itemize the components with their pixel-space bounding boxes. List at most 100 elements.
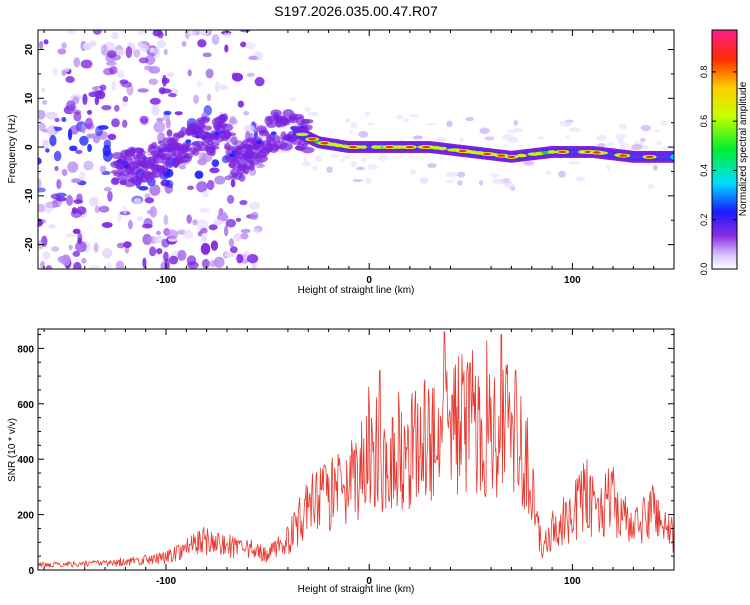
spectrogram-blob	[42, 139, 49, 150]
spectrogram-blob	[240, 41, 247, 48]
spectrogram-blob	[502, 133, 514, 141]
spectrogram-blob	[149, 184, 161, 196]
spectrogram-blob	[250, 212, 259, 221]
spectrogram-blob	[51, 246, 60, 252]
spectrogram-blob	[106, 50, 117, 59]
spectrogram-blob	[219, 84, 228, 90]
spectrogram-blob	[236, 253, 244, 264]
spectrogram-blob	[79, 135, 89, 146]
spectrogram-blob	[168, 255, 179, 265]
spectrogram-blob	[100, 44, 108, 56]
spectrogram-blob	[403, 118, 410, 123]
spectrogram-blob	[103, 186, 112, 192]
spectrogram-blob	[121, 119, 128, 128]
spectrogram-blob	[513, 120, 519, 126]
spectrogram-blob	[229, 246, 238, 254]
spectrogram-blob	[45, 111, 58, 120]
spectrogram-blob	[94, 205, 101, 214]
spectrogram-blob	[38, 178, 42, 188]
spectrogram-blob	[427, 163, 437, 169]
spectrogram-blob	[144, 197, 155, 204]
spectrogram-blob	[647, 183, 654, 190]
colorbar-tick-label: 0.6	[699, 115, 709, 128]
spectrogram-blob	[174, 111, 183, 116]
spectrogram-blob	[138, 57, 149, 64]
spectrogram-blob	[54, 117, 60, 123]
spectrogram-blob	[207, 93, 212, 102]
spectrogram-blob	[246, 253, 259, 264]
spectrogram-blob	[72, 228, 81, 235]
spectrogram-blob	[133, 197, 142, 205]
spectrogram-blob	[224, 44, 229, 53]
spectrogram-blob	[224, 175, 233, 181]
colorbar: 0.0 0.2 0.4 0.6 0.8 Normalized spectral ampl…	[699, 29, 749, 275]
spectrogram-blob	[343, 155, 351, 159]
spectrogram-blob	[422, 145, 431, 149]
spectrogram-blob	[157, 39, 166, 48]
spectrogram-blob	[144, 65, 153, 71]
spectrogram-blob	[185, 139, 192, 144]
spectrogram-y-tick-label: 0	[24, 144, 35, 150]
spectrogram-blob	[226, 194, 235, 205]
spectrogram-blob	[101, 222, 113, 229]
spectrogram-blob	[154, 46, 161, 59]
spectrogram-blob	[483, 152, 492, 156]
spectrogram-blob	[187, 69, 192, 77]
spectrogram-blob	[130, 175, 144, 186]
spectrogram-blob	[652, 164, 658, 171]
spectrogram-blob	[367, 163, 378, 171]
spectrogram-x-tick-label: -100	[156, 275, 176, 286]
spectrogram-blob	[457, 180, 463, 186]
spectrogram-blob	[210, 240, 219, 251]
spectrogram-blob	[115, 260, 125, 269]
spectrogram-y-tick-label: -20	[24, 237, 35, 252]
spectrogram-blob	[200, 242, 211, 255]
spectrogram-blob	[178, 164, 187, 170]
spectrogram-blob	[61, 168, 68, 176]
spectrogram-blob	[221, 113, 229, 122]
spectrogram-blob	[302, 124, 313, 131]
spectrogram-blob	[138, 149, 146, 156]
spectrogram-blob	[617, 139, 625, 145]
spectrogram-blob	[75, 241, 87, 253]
spectrogram-blob	[160, 156, 172, 161]
spectrogram-blob	[240, 232, 249, 240]
spectrogram-blob	[201, 234, 208, 242]
spectrogram-blob	[77, 232, 83, 243]
spectrogram-blob	[84, 117, 93, 129]
spectrogram-blob	[70, 178, 82, 184]
spectrogram-blob	[138, 186, 149, 191]
spectrogram-blob	[45, 148, 50, 153]
spectrogram-blob	[53, 150, 62, 162]
spectrogram-blob	[349, 129, 354, 134]
spectrogram-blob	[345, 118, 351, 124]
spectrogram-blob	[230, 179, 236, 188]
spectrogram-blob	[102, 150, 113, 162]
spectrogram-blob	[209, 146, 216, 157]
spectrogram-blob	[655, 141, 663, 146]
spectrogram-blob	[39, 122, 46, 132]
spectrogram-blobs	[38, 30, 674, 269]
spectrogram-blob	[619, 143, 630, 150]
spectrogram-blob	[61, 116, 67, 123]
spectrogram-x-tick-label: 100	[564, 275, 581, 286]
spectrogram-blob	[99, 84, 107, 91]
spectrogram-blob	[156, 248, 163, 255]
spectrogram-blob	[57, 48, 67, 55]
spectrogram-blob	[536, 136, 545, 140]
spectrogram-blob	[187, 185, 194, 191]
spectrogram-blob	[355, 166, 365, 171]
spectrogram-blob	[225, 218, 237, 228]
colorbar-label: Normalized spectral amplitude	[738, 81, 749, 216]
spectrogram-blob	[157, 132, 166, 143]
spectrogram-blob	[165, 118, 171, 129]
spectrogram-blob	[199, 207, 210, 213]
spectrogram-blob	[156, 117, 164, 123]
spectrogram-blob	[446, 171, 458, 178]
spectrogram-blob	[197, 39, 207, 48]
spectrogram-blob	[437, 146, 448, 151]
spectrogram-blob	[295, 132, 309, 137]
spectrogram-blob	[79, 171, 86, 180]
spectrogram-blob	[231, 72, 238, 77]
